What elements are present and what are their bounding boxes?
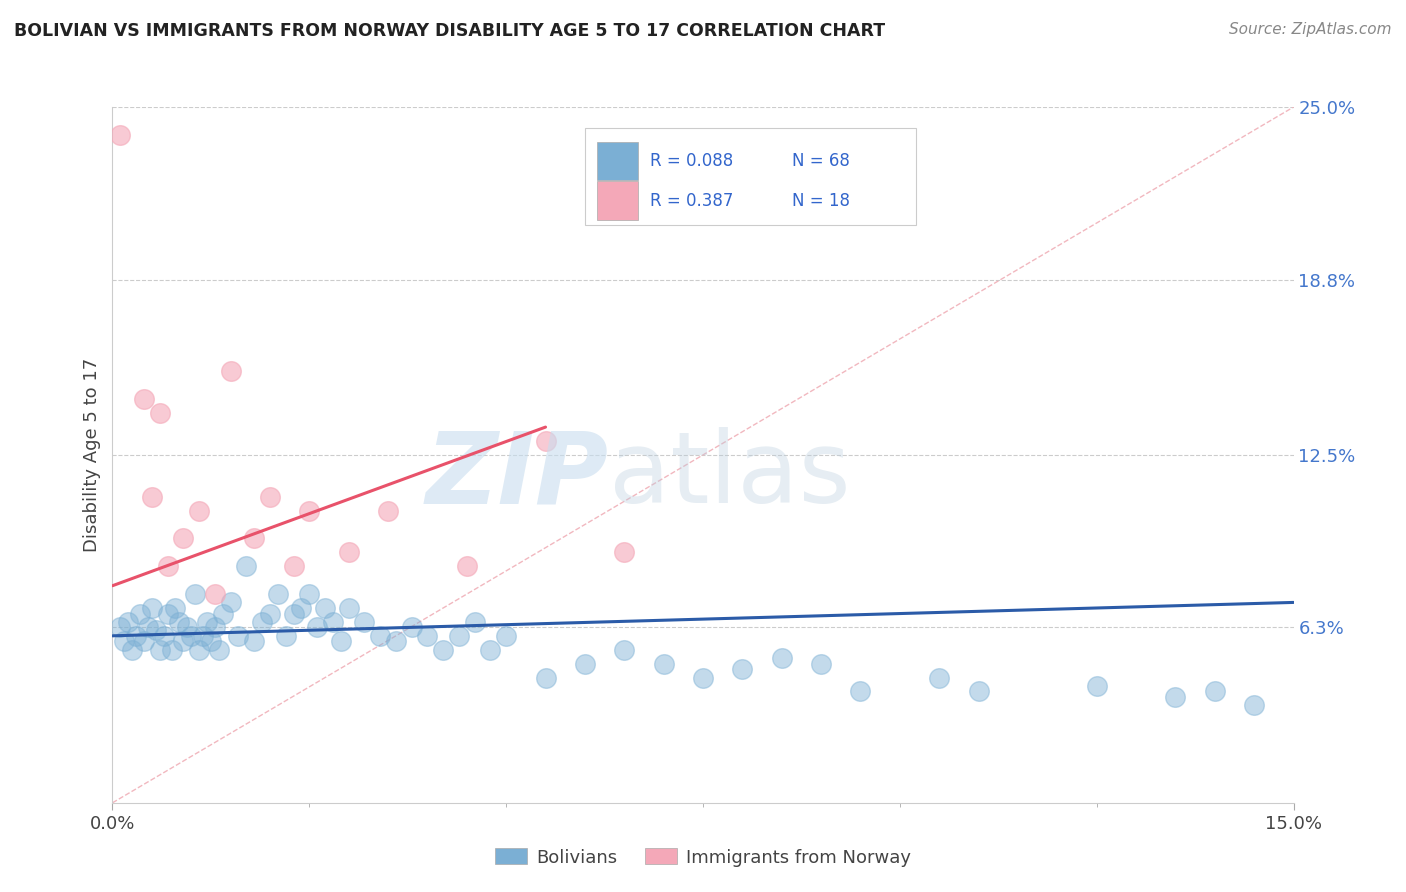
Point xyxy=(368,629,391,643)
Point xyxy=(967,684,990,698)
Point xyxy=(652,657,675,671)
Point xyxy=(432,642,454,657)
Point xyxy=(208,642,231,657)
Point xyxy=(176,620,198,634)
Point xyxy=(243,634,266,648)
Point xyxy=(191,629,214,643)
Text: atlas: atlas xyxy=(609,427,851,524)
Point xyxy=(112,634,135,648)
Point xyxy=(377,503,399,517)
Point xyxy=(534,434,557,448)
Point xyxy=(204,620,226,634)
Point xyxy=(534,671,557,685)
Y-axis label: Disability Age 5 to 17: Disability Age 5 to 17 xyxy=(83,358,101,552)
Point xyxy=(149,642,172,657)
Point xyxy=(385,634,408,648)
Point xyxy=(152,629,174,643)
Point xyxy=(110,620,132,634)
Text: Source: ZipAtlas.com: Source: ZipAtlas.com xyxy=(1229,22,1392,37)
Text: N = 18: N = 18 xyxy=(792,192,849,210)
Point xyxy=(322,615,344,629)
Point xyxy=(188,642,211,657)
Point xyxy=(219,364,242,378)
Point xyxy=(129,607,152,621)
Point xyxy=(731,662,754,676)
Point xyxy=(136,620,159,634)
Point xyxy=(204,587,226,601)
Point xyxy=(156,607,179,621)
Point xyxy=(121,642,143,657)
Point xyxy=(156,559,179,574)
Point xyxy=(401,620,423,634)
Point xyxy=(250,615,273,629)
Point xyxy=(329,634,352,648)
Point xyxy=(314,601,336,615)
Point xyxy=(416,629,439,643)
Point xyxy=(464,615,486,629)
Text: BOLIVIAN VS IMMIGRANTS FROM NORWAY DISABILITY AGE 5 TO 17 CORRELATION CHART: BOLIVIAN VS IMMIGRANTS FROM NORWAY DISAB… xyxy=(14,22,886,40)
Point xyxy=(180,629,202,643)
Text: R = 0.387: R = 0.387 xyxy=(650,192,733,210)
Point xyxy=(1085,679,1108,693)
Point xyxy=(188,503,211,517)
Point xyxy=(235,559,257,574)
Point xyxy=(165,601,187,615)
Point xyxy=(259,607,281,621)
Point xyxy=(574,657,596,671)
Point xyxy=(1164,690,1187,704)
Point xyxy=(259,490,281,504)
Point xyxy=(169,615,191,629)
Point xyxy=(132,392,155,407)
Point xyxy=(219,595,242,609)
Point xyxy=(810,657,832,671)
Text: R = 0.088: R = 0.088 xyxy=(650,153,733,170)
Point xyxy=(243,532,266,546)
Point xyxy=(274,629,297,643)
Point xyxy=(211,607,233,621)
Point xyxy=(928,671,950,685)
Point xyxy=(195,615,218,629)
Point xyxy=(172,634,194,648)
Text: ZIP: ZIP xyxy=(426,427,609,524)
Point xyxy=(849,684,872,698)
Point xyxy=(613,545,636,559)
Point xyxy=(456,559,478,574)
Point xyxy=(1204,684,1226,698)
Point xyxy=(692,671,714,685)
Point xyxy=(132,634,155,648)
Point xyxy=(298,503,321,517)
Point xyxy=(267,587,290,601)
Point xyxy=(228,629,250,643)
Point xyxy=(337,545,360,559)
Point xyxy=(770,651,793,665)
Point xyxy=(172,532,194,546)
Point xyxy=(125,629,148,643)
Point xyxy=(110,128,132,142)
Point xyxy=(298,587,321,601)
Point xyxy=(479,642,502,657)
Point xyxy=(337,601,360,615)
Point xyxy=(1243,698,1265,713)
Point xyxy=(290,601,312,615)
Point xyxy=(283,559,305,574)
Point xyxy=(283,607,305,621)
Text: N = 68: N = 68 xyxy=(792,153,849,170)
Point xyxy=(200,634,222,648)
Point xyxy=(184,587,207,601)
Point xyxy=(447,629,470,643)
Point xyxy=(149,406,172,420)
Point xyxy=(353,615,375,629)
Point xyxy=(613,642,636,657)
Point xyxy=(160,642,183,657)
Point xyxy=(141,601,163,615)
Point xyxy=(117,615,139,629)
FancyBboxPatch shape xyxy=(596,181,638,219)
Legend: Bolivians, Immigrants from Norway: Bolivians, Immigrants from Norway xyxy=(488,841,918,874)
FancyBboxPatch shape xyxy=(585,128,915,226)
Point xyxy=(495,629,517,643)
Point xyxy=(307,620,329,634)
FancyBboxPatch shape xyxy=(596,142,638,180)
Point xyxy=(141,490,163,504)
Point xyxy=(145,624,167,638)
